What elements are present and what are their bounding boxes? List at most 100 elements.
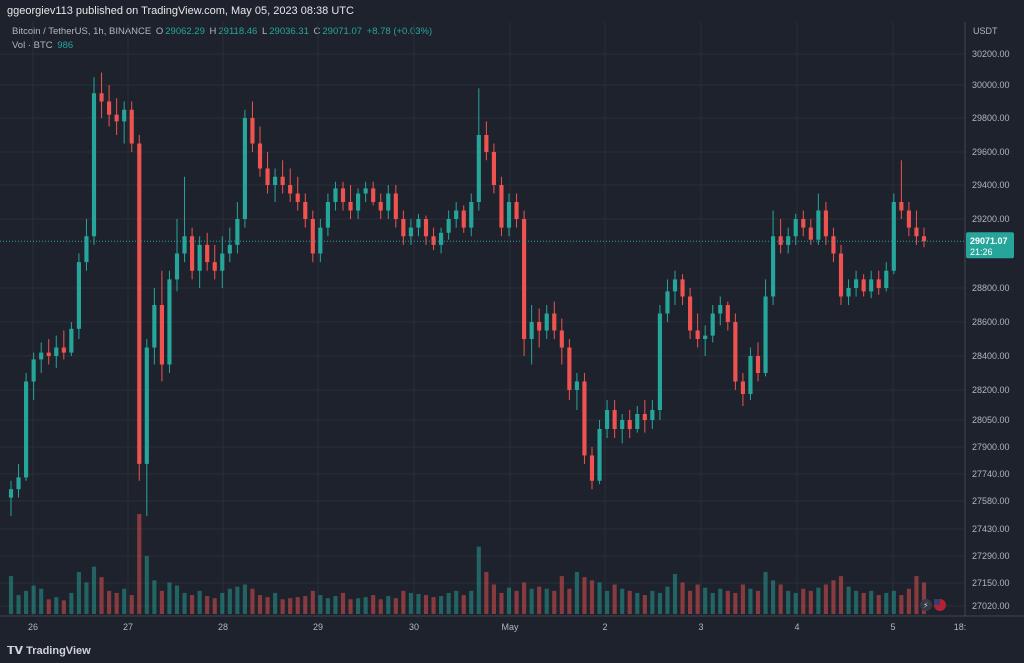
candle-body <box>688 296 693 331</box>
volume-label[interactable]: Vol · BTC <box>12 40 53 51</box>
time-tick-label: 27 <box>123 622 133 632</box>
us-flag-canton <box>934 599 940 605</box>
candle-body <box>838 253 844 297</box>
candle-body <box>273 176 278 185</box>
volume-bar <box>212 598 217 614</box>
candle-body <box>786 236 791 245</box>
price-tick-label: 29200.00 <box>972 214 1010 224</box>
volume-bar <box>838 576 844 614</box>
volume-bar <box>24 590 29 614</box>
candle-body <box>718 305 723 314</box>
time-axis[interactable]: 26 27 28 29 30 May 2 3 4 5 18: <box>28 622 966 632</box>
symbol-name[interactable]: Bitcoin / TetherUS, 1h, BINANCE <box>12 26 152 37</box>
candle-body <box>235 219 240 245</box>
price-tick-label: 27150.00 <box>972 578 1010 588</box>
candle-body <box>8 489 14 498</box>
volume-bar <box>190 595 195 614</box>
volume-bar <box>899 595 904 614</box>
candle-body <box>99 93 104 102</box>
volume-bar <box>288 598 293 614</box>
volume-bar <box>227 588 232 614</box>
volume-bar <box>816 587 821 614</box>
price-axis[interactable]: 30200.00 30000.00 29800.00 29600.00 29400.00… <box>972 49 1010 611</box>
candle-body <box>537 322 542 331</box>
low-value: 29036.31 <box>269 26 309 37</box>
currency-label: USDT <box>973 26 998 36</box>
candle-body <box>122 109 127 122</box>
candle-body <box>205 244 210 263</box>
volume-bar <box>69 592 74 614</box>
candle-body <box>906 210 911 228</box>
volume-bar <box>605 590 610 614</box>
volume-bar <box>786 590 791 614</box>
candle-body <box>91 93 97 237</box>
high-label: H <box>209 26 217 37</box>
candle-body <box>665 291 670 314</box>
candle-body <box>672 279 678 292</box>
candle-body <box>416 219 421 228</box>
volume-bar <box>242 584 247 614</box>
candle-body <box>861 279 866 292</box>
volume-bar <box>831 580 836 614</box>
open-label: O <box>155 26 164 37</box>
low-label: L <box>261 26 268 37</box>
candle-body <box>356 193 361 211</box>
brand-text: TradingView <box>26 645 91 657</box>
candle-body <box>582 381 587 456</box>
volume-bar <box>461 595 466 614</box>
candle-body <box>446 219 451 233</box>
price-tick-label: 28600.00 <box>972 317 1010 327</box>
candle-body <box>378 202 383 211</box>
candlesticks <box>8 72 927 516</box>
candle-body <box>197 244 202 271</box>
price-tick-label: 28800.00 <box>972 283 1010 293</box>
volume-bar <box>46 599 51 614</box>
candle-body <box>567 347 572 390</box>
candle-body <box>605 410 610 429</box>
volume-bar <box>8 576 14 614</box>
candle-body <box>348 202 353 211</box>
volume-bar <box>84 582 89 614</box>
candle-body <box>318 227 323 254</box>
event-markers[interactable]: ⚡ <box>920 599 946 611</box>
volume-bar <box>31 585 36 614</box>
candle-body <box>589 455 595 481</box>
volume-bar <box>144 556 149 614</box>
candle-body <box>144 347 149 464</box>
candle-body <box>310 219 315 254</box>
volume-bar <box>61 600 66 614</box>
bolt-icon[interactable] <box>920 599 932 611</box>
volume-bar <box>54 597 59 614</box>
volume-bar <box>174 585 180 614</box>
volume-bar <box>537 586 542 614</box>
volume-bar <box>107 590 112 614</box>
candle-body <box>61 347 66 353</box>
price-chart[interactable]: 30200.00 30000.00 29800.00 29600.00 29400.00… <box>0 22 1024 638</box>
volume-bar <box>574 571 579 614</box>
volume-bar <box>620 588 625 614</box>
volume-bar <box>921 582 927 614</box>
candle-body <box>431 236 436 245</box>
time-tick-label: 26 <box>28 622 38 632</box>
candle-body <box>174 253 180 280</box>
close-value: 29071.07 <box>322 26 363 37</box>
candle-body <box>529 322 534 339</box>
volume-bar <box>854 590 859 614</box>
candle-body <box>755 356 761 373</box>
tradingview-logo[interactable]: 𝗧𝗩 TradingView <box>7 645 91 657</box>
volume-bar <box>635 592 640 614</box>
symbol-legend: Bitcoin / TetherUS, 1h, BINANCE O 29062.2… <box>12 26 434 37</box>
candle-body <box>491 152 496 185</box>
candle-body <box>499 185 504 228</box>
time-tick-label: 3 <box>698 622 703 632</box>
volume-bar <box>416 594 421 614</box>
volume-bar <box>869 590 874 614</box>
volume-bar <box>363 597 368 614</box>
candle-body <box>657 313 662 410</box>
volume-bar <box>439 596 444 614</box>
volume-bar <box>529 588 534 614</box>
candle-body <box>469 202 474 228</box>
candle-body <box>227 244 232 254</box>
candle-body <box>574 381 579 390</box>
price-tick-label: 27290.00 <box>972 551 1010 561</box>
